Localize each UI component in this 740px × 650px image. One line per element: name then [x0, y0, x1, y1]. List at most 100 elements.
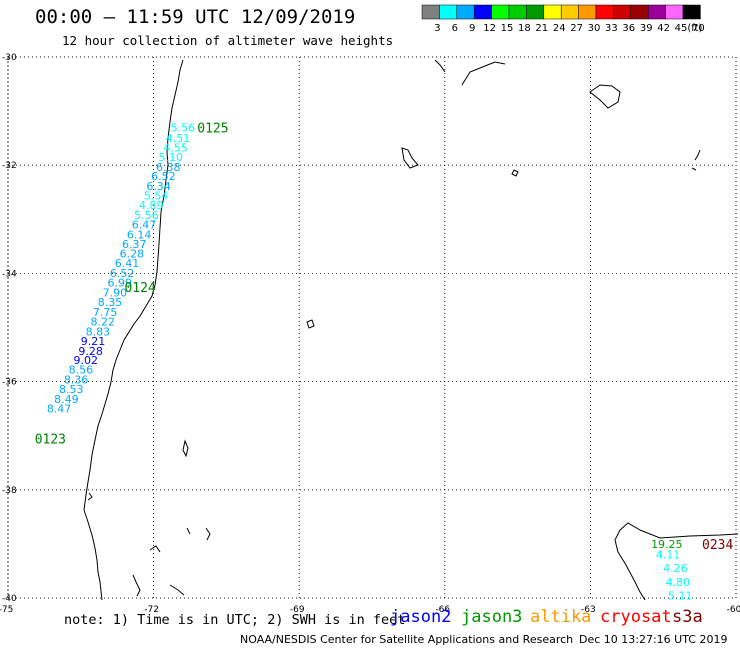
satellite-cryosat: cryosat — [600, 607, 672, 627]
coast-north-bay — [434, 59, 506, 86]
wave-height-value: 4.11 — [656, 549, 681, 562]
legend-label: 21 — [535, 23, 548, 34]
legend-label: 24 — [553, 23, 566, 34]
legend-label: 15 — [501, 23, 514, 34]
wave-height-value: 7.75 — [93, 306, 118, 319]
wave-height-value: 8.83 — [86, 325, 111, 338]
island-chiloe — [182, 439, 189, 458]
latitude-labels: -30 -32 -34 -36 -38 -40 — [2, 53, 17, 604]
legend-unit: (ft) — [687, 23, 702, 34]
island-east — [589, 84, 621, 109]
legend-swatch — [473, 4, 492, 20]
lat-tick-label: -36 — [2, 378, 17, 388]
falkland-east-coast — [619, 522, 739, 539]
lon-tick-label: -63 — [581, 605, 596, 615]
legend-label: 18 — [518, 23, 531, 34]
legend-swatch — [560, 4, 579, 20]
generated-timestamp: Dec 10 13:27:16 UTC 2019 — [579, 633, 728, 646]
wave-height-value: 5.54 — [144, 189, 169, 202]
legend-label: 6 — [452, 23, 458, 34]
wave-observations: 5.564.514.555.106.386.526.345.544.895.56… — [47, 121, 693, 602]
legend-label: 39 — [640, 23, 653, 34]
legend-label: 42 — [657, 23, 670, 34]
wave-height-value: 8.35 — [98, 296, 123, 309]
wave-height-value: 5.56 — [171, 121, 196, 134]
lon-tick-label: -60 — [727, 605, 740, 615]
lat-lon-grid — [7, 56, 737, 599]
wave-height-value: 8.56 — [69, 364, 94, 377]
legend-swatch — [595, 4, 614, 20]
pass-time-label: 0123 — [35, 432, 66, 447]
wave-height-value: 6.41 — [115, 257, 140, 270]
lat-tick-label: -34 — [2, 269, 17, 279]
wave-height-value: 7.90 — [103, 286, 128, 299]
chile-coastline-2 — [87, 492, 93, 501]
wave-height-value: 4.51 — [166, 132, 191, 145]
wave-height-value: 8.49 — [54, 393, 79, 406]
legend-swatch — [439, 4, 458, 20]
legend-label: 12 — [483, 23, 496, 34]
legend-label: 30 — [588, 23, 601, 34]
wave-height-value: 5.10 — [158, 151, 183, 164]
legend-label: 3 — [434, 23, 440, 34]
legend-label: 45 — [675, 23, 688, 34]
coast-south-fragments — [132, 527, 211, 597]
pass-time-label: 0124 — [124, 281, 155, 296]
color-scale-legend: 3 6 9 12 15 18 21 24 27 30 33 36 39 42 45 70(ft) — [421, 4, 705, 34]
wave-height-value: 8.53 — [59, 383, 84, 396]
wave-height-value: 6.14 — [127, 228, 152, 241]
longitude-labels: -75 -72 -69 -66 -63 -60 — [0, 605, 740, 615]
pass-time-labels: 0125 0124 0123 0234 — [35, 121, 734, 553]
wave-height-value: 6.37 — [122, 238, 147, 251]
legend-swatch — [578, 4, 597, 20]
pass-time-label: 0234 — [702, 538, 733, 553]
lat-tick-label: -38 — [2, 486, 17, 496]
wave-height-value: 9.21 — [81, 335, 106, 348]
lon-tick-label: -72 — [144, 605, 159, 615]
wave-height-value: 6.38 — [156, 161, 181, 174]
lat-tick-label: -40 — [2, 594, 17, 604]
wave-height-value: 4.80 — [666, 576, 691, 589]
footer-note: note: 1) Time is in UTC; 2) SWH is in fe… — [64, 612, 406, 628]
legend-swatch — [543, 4, 562, 20]
legend-swatch — [526, 4, 545, 20]
legend-swatch — [421, 4, 440, 20]
satellite-s3a: s3a — [672, 607, 703, 627]
legend-swatch — [630, 4, 649, 20]
legend-swatch — [456, 4, 475, 20]
wave-height-value: 9.28 — [78, 345, 103, 358]
legend-label: 9 — [469, 23, 475, 34]
wave-height-value: 5.11 — [668, 589, 693, 602]
chile-coastline — [83, 59, 184, 601]
wave-height-value: 5.56 — [134, 209, 159, 222]
islet-2 — [511, 169, 519, 177]
lat-tick-label: -32 — [2, 161, 17, 171]
credit-line: NOAA/NESDIS Center for Satellite Applica… — [240, 633, 574, 646]
lon-tick-label: -66 — [435, 605, 450, 615]
coastline — [83, 59, 739, 601]
wave-height-value: 6.34 — [146, 180, 171, 193]
legend-label: 36 — [622, 23, 635, 34]
legend-label: 27 — [570, 23, 583, 34]
islet-4 — [306, 319, 315, 329]
wave-height-value: 6.47 — [132, 219, 157, 232]
argentina-coast-south — [614, 529, 646, 601]
islet-1 — [401, 147, 419, 169]
legend-swatch — [665, 4, 684, 20]
wave-height-value: 6.99 — [107, 277, 132, 290]
wave-height-value: 4.89 — [139, 199, 164, 212]
wave-height-value: 4.55 — [163, 141, 188, 154]
wave-height-value: 6.52 — [110, 267, 135, 280]
lat-tick-label: -30 — [2, 53, 17, 63]
pass-time-label: 0125 — [197, 121, 228, 136]
legend-swatch — [647, 4, 666, 20]
map-subtitle: 12 hour collection of altimeter wave hei… — [62, 33, 394, 48]
lon-tick-label: -69 — [290, 605, 305, 615]
wave-height-value: 9.02 — [74, 354, 99, 367]
satellite-altika: altika — [530, 607, 592, 627]
wave-height-value: 6.52 — [151, 170, 176, 183]
map-title: 00:00 – 11:59 UTC 12/09/2019 — [35, 6, 356, 28]
legend-swatch — [613, 4, 632, 20]
lon-tick-label: -75 — [0, 605, 13, 615]
